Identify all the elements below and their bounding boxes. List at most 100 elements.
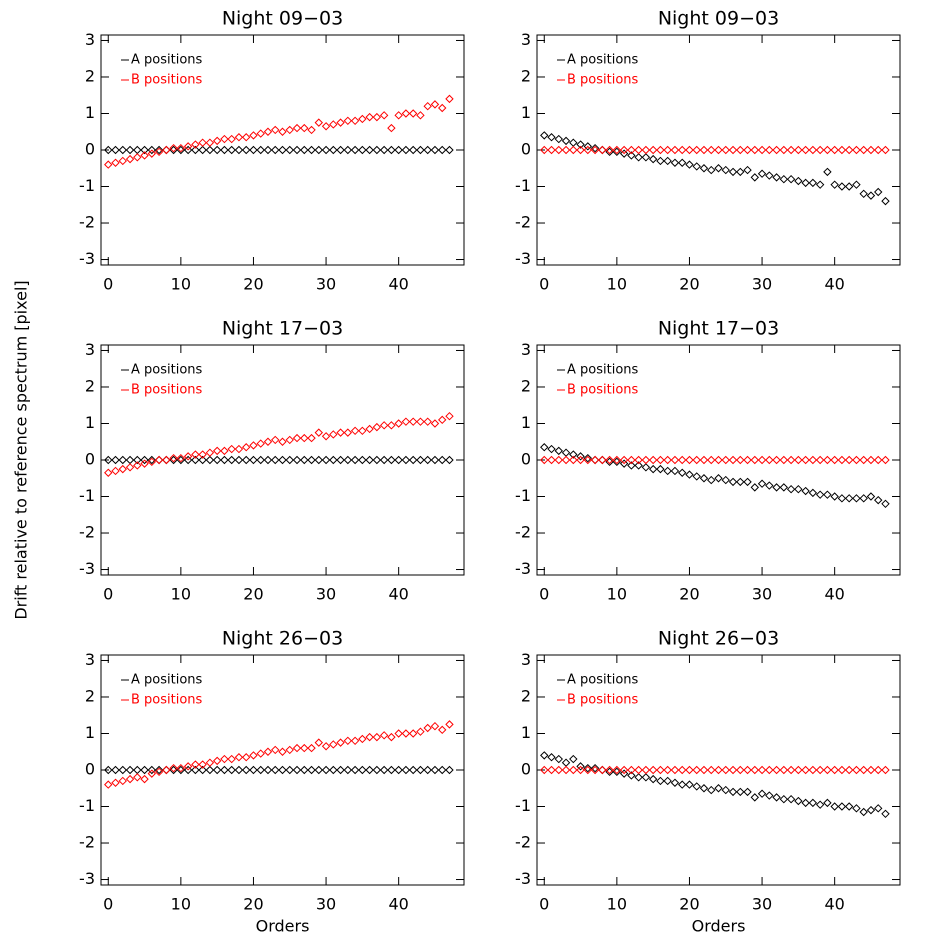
data-point <box>430 455 440 465</box>
y-tick-label: 2 <box>85 66 95 85</box>
data-point <box>169 763 178 773</box>
data-point <box>227 145 236 155</box>
y-tick-label: 2 <box>521 66 531 85</box>
data-point <box>648 765 658 775</box>
data-point <box>198 145 207 155</box>
data-point <box>379 455 389 465</box>
data-point <box>300 455 309 465</box>
data-point <box>837 765 847 775</box>
data-point <box>416 417 425 426</box>
data-point <box>104 160 113 169</box>
data-point <box>285 455 294 465</box>
data-point <box>387 732 396 742</box>
data-point <box>874 804 883 813</box>
x-tick-label: 10 <box>171 895 191 914</box>
data-point <box>307 743 316 753</box>
x-tick-label: 40 <box>824 275 844 294</box>
data-point <box>547 133 556 142</box>
data-point <box>576 145 585 155</box>
data-point <box>547 765 556 775</box>
data-point <box>699 455 709 465</box>
legend-label: B positions <box>567 693 639 708</box>
data-point <box>220 455 229 465</box>
data-point <box>663 466 672 476</box>
x-tick-label: 10 <box>607 895 627 914</box>
data-point <box>786 145 796 155</box>
data-point <box>133 765 142 775</box>
data-point <box>554 455 563 465</box>
data-point <box>801 455 810 465</box>
data-point <box>314 455 324 465</box>
data-point <box>256 145 265 155</box>
data-point <box>823 167 832 177</box>
data-point <box>423 723 432 733</box>
data-point <box>757 455 767 465</box>
data-point <box>263 437 273 446</box>
data-point <box>823 490 832 499</box>
data-point <box>358 145 367 155</box>
data-point <box>111 145 120 155</box>
data-point <box>198 765 207 775</box>
data-point <box>743 787 752 797</box>
data-point <box>619 769 629 778</box>
data-point <box>140 145 149 155</box>
data-point <box>786 455 796 465</box>
x-tick-label: 20 <box>243 585 263 604</box>
data-point <box>641 765 651 775</box>
data-point <box>314 145 324 155</box>
data-point <box>619 145 629 155</box>
data-point <box>670 145 680 155</box>
data-point <box>205 765 215 775</box>
data-point <box>372 145 382 155</box>
data-point <box>844 494 854 503</box>
legend-label: A positions <box>567 363 639 378</box>
data-point <box>234 133 244 142</box>
data-point <box>416 111 425 120</box>
data-point <box>670 778 680 787</box>
data-point <box>111 765 120 775</box>
data-point <box>721 165 730 175</box>
data-point <box>554 134 563 144</box>
x-tick-label: 30 <box>316 585 336 604</box>
data-point <box>547 455 556 465</box>
data-point <box>714 765 723 775</box>
data-point <box>844 455 854 465</box>
data-point <box>176 763 186 773</box>
data-point <box>721 145 730 155</box>
data-point <box>263 145 273 155</box>
x-tick-label: 0 <box>539 895 549 914</box>
x-tick-label: 10 <box>171 275 191 294</box>
data-point <box>241 133 251 142</box>
data-point <box>300 145 309 155</box>
data-point <box>641 463 651 472</box>
data-point <box>794 455 803 465</box>
y-tick-label: -2 <box>515 213 531 232</box>
data-point <box>569 754 578 764</box>
data-point <box>866 765 876 775</box>
data-point <box>576 455 585 465</box>
data-point <box>721 455 730 465</box>
data-point <box>721 475 730 485</box>
data-point <box>757 765 767 775</box>
data-point <box>881 765 890 775</box>
y-tick-label: 3 <box>85 650 95 669</box>
data-point <box>118 765 127 775</box>
data-point <box>227 754 236 764</box>
data-point <box>285 765 294 775</box>
data-point <box>394 729 403 738</box>
data-point <box>198 455 207 465</box>
data-point <box>387 455 396 465</box>
y-tick-label: -1 <box>515 796 531 815</box>
data-point <box>772 765 781 775</box>
y-tick-label: -1 <box>515 486 531 505</box>
data-point <box>336 765 345 775</box>
data-point <box>772 455 781 465</box>
data-point <box>249 751 258 760</box>
data-point <box>198 450 207 459</box>
data-point <box>147 145 157 155</box>
data-point <box>866 455 876 465</box>
data-point <box>227 455 236 465</box>
y-tick-label: 3 <box>85 30 95 49</box>
data-point <box>423 101 432 111</box>
data-point <box>133 145 142 155</box>
